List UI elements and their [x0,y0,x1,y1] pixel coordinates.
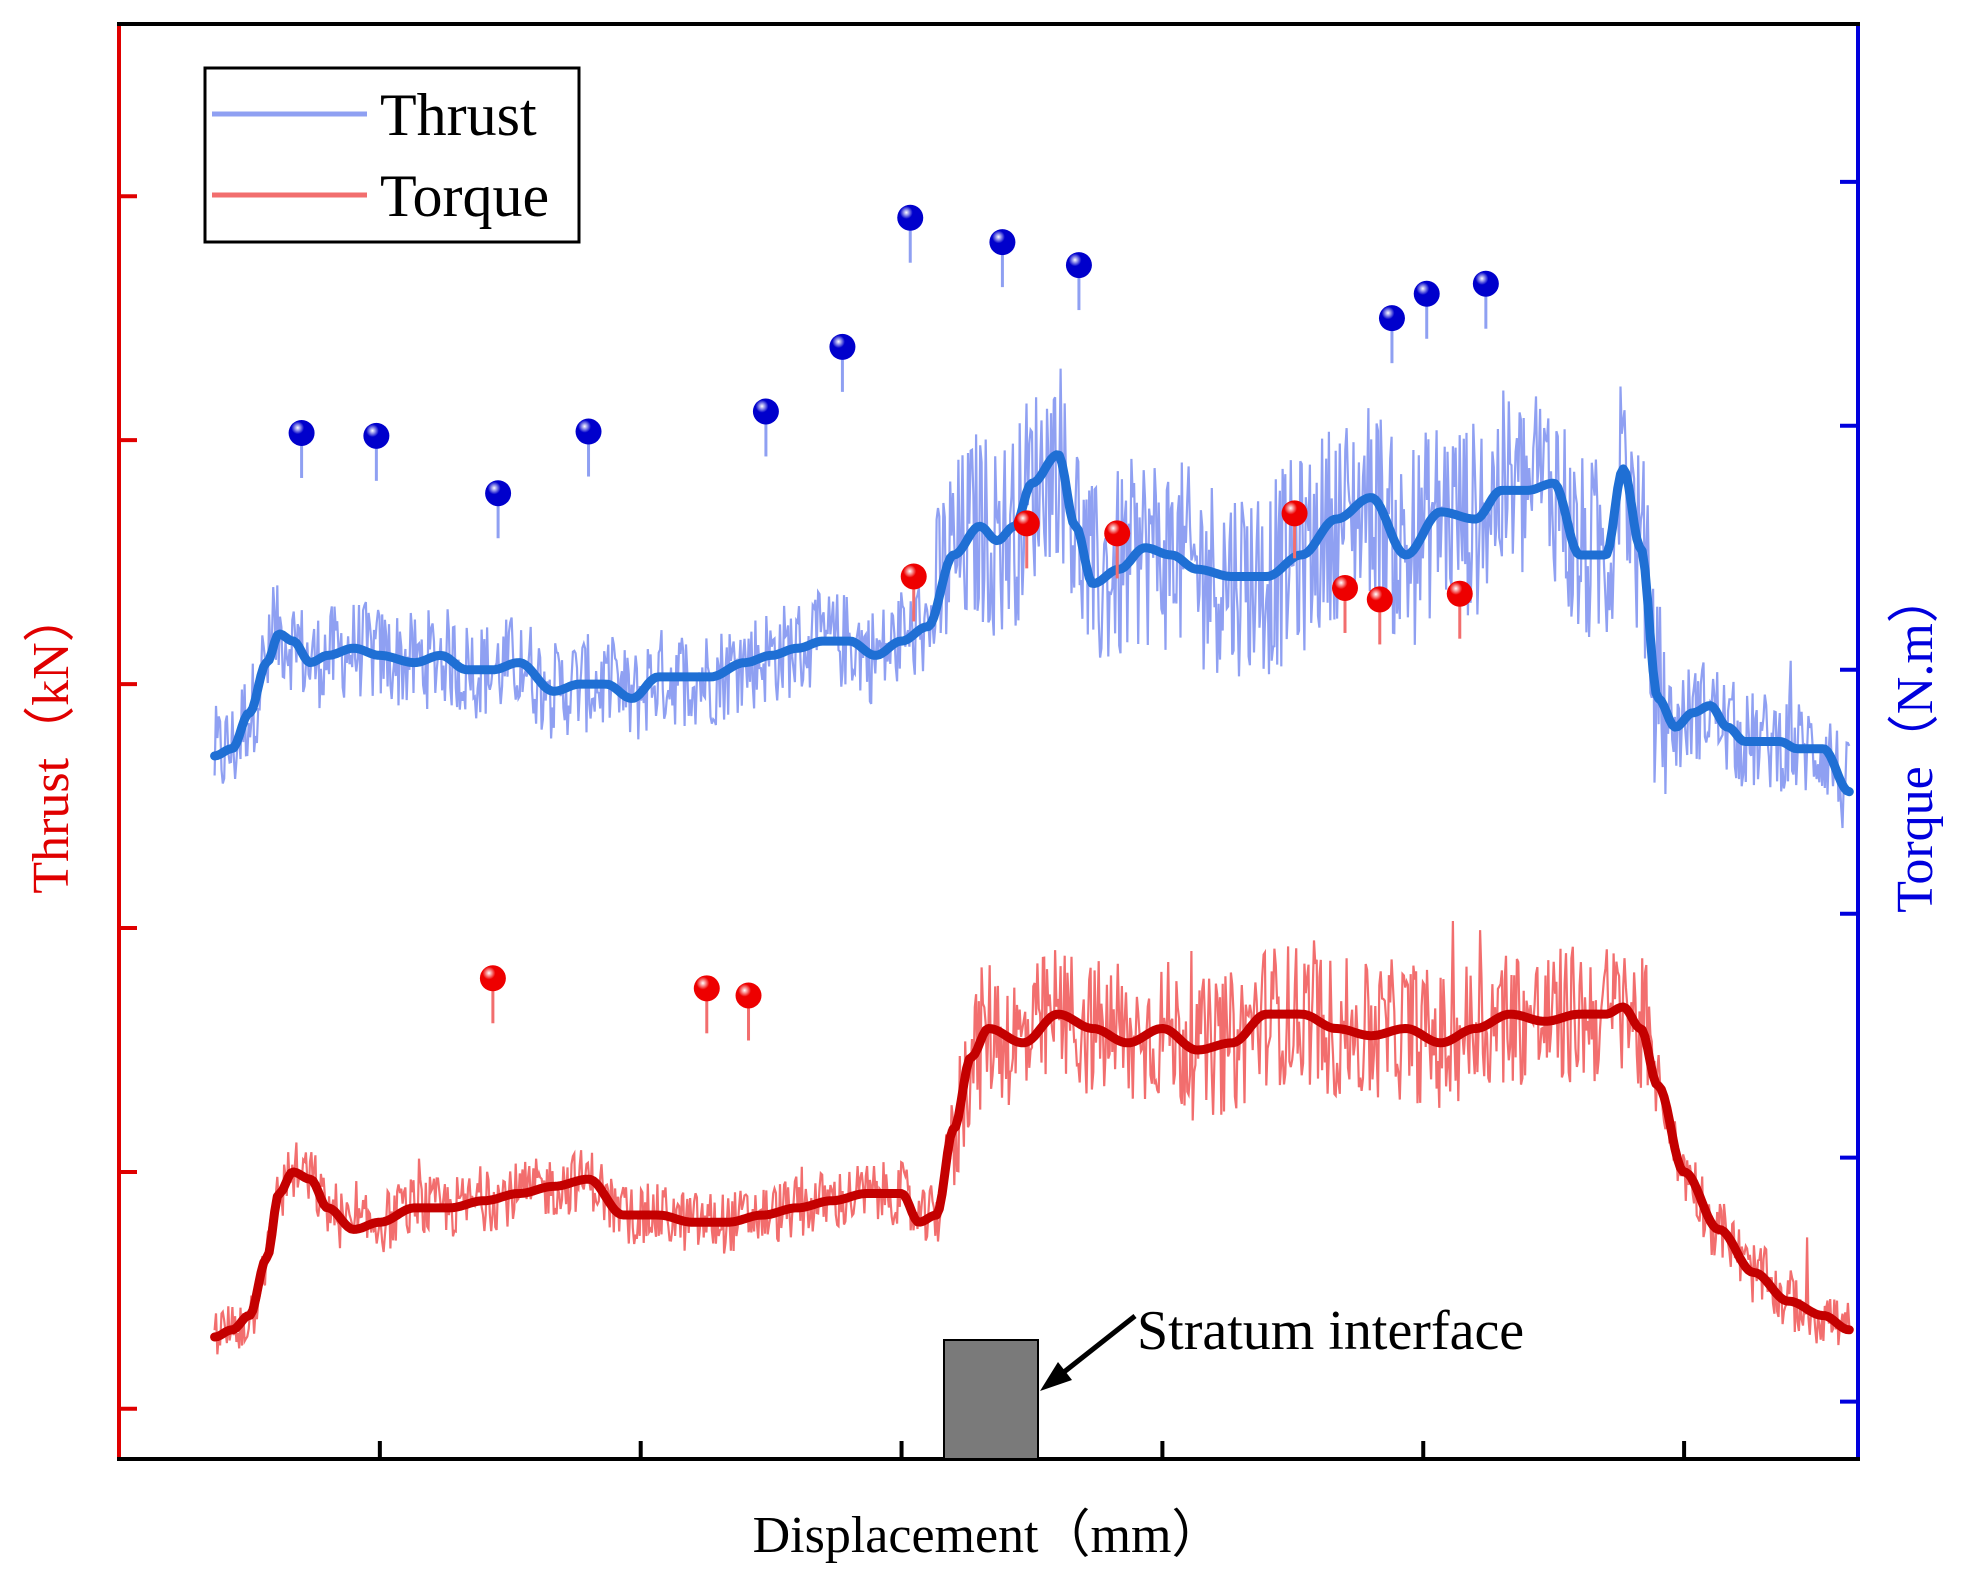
right-axis-title: Torque（N.m） [1887,571,1944,913]
thrust-peak-marker-0 [288,419,315,446]
thrust-peak-marker-6 [897,204,924,231]
legend-label-thrust: Thrust [380,82,537,148]
thrust-peak-marker-4 [752,398,779,425]
torque-peak-marker-6 [1281,500,1308,527]
torque-peak-marker-2 [735,982,762,1009]
x-axis-title: Displacement（mm） [753,1507,1224,1564]
left-axis-title: Thrust（kN） [23,590,80,893]
torque-peak-marker-7 [1331,574,1358,601]
torque-peak-marker-5 [1104,520,1131,547]
thrust-peak-marker-11 [1472,270,1499,297]
series-raw-thrust [213,368,1851,829]
thrust-peak-marker-2 [485,480,512,507]
legend: Thrust Torque [203,66,581,244]
stratum-interface-block [943,1339,1039,1460]
series-raw-torque [213,920,1851,1355]
torque-peak-marker-3 [900,563,927,590]
stratum-interface-label: Stratum interface [1137,1300,1524,1362]
ticks-layer [119,179,1858,1459]
plot-layer [210,204,1854,1355]
thrust-peak-marker-3 [575,418,602,445]
stratum-interface-arrow-shaft [1062,1314,1137,1374]
thrust-peak-marker-9 [1378,305,1405,332]
thrust-peak-marker-8 [1065,252,1092,279]
series-smoothed-torque [210,1002,1854,1342]
series-smoothed-thrust [210,450,1854,797]
thrust-peak-marker-10 [1413,280,1440,307]
legend-label-torque: Torque [380,163,549,229]
stratum-interface-annotation: Stratum interface [943,1300,1524,1460]
torque-peak-marker-4 [1013,510,1040,537]
thrust-peak-marker-7 [989,229,1016,256]
thrust-peak-marker-1 [363,422,390,449]
stratum-interface-arrow-head [1040,1362,1072,1391]
legend-box [203,66,581,244]
torque-peak-marker-1 [693,975,720,1002]
torque-peak-marker-8 [1366,586,1393,613]
torque-peak-marker-0 [479,965,506,992]
torque-peak-marker-9 [1446,580,1473,607]
thrust-peak-marker-5 [829,333,856,360]
